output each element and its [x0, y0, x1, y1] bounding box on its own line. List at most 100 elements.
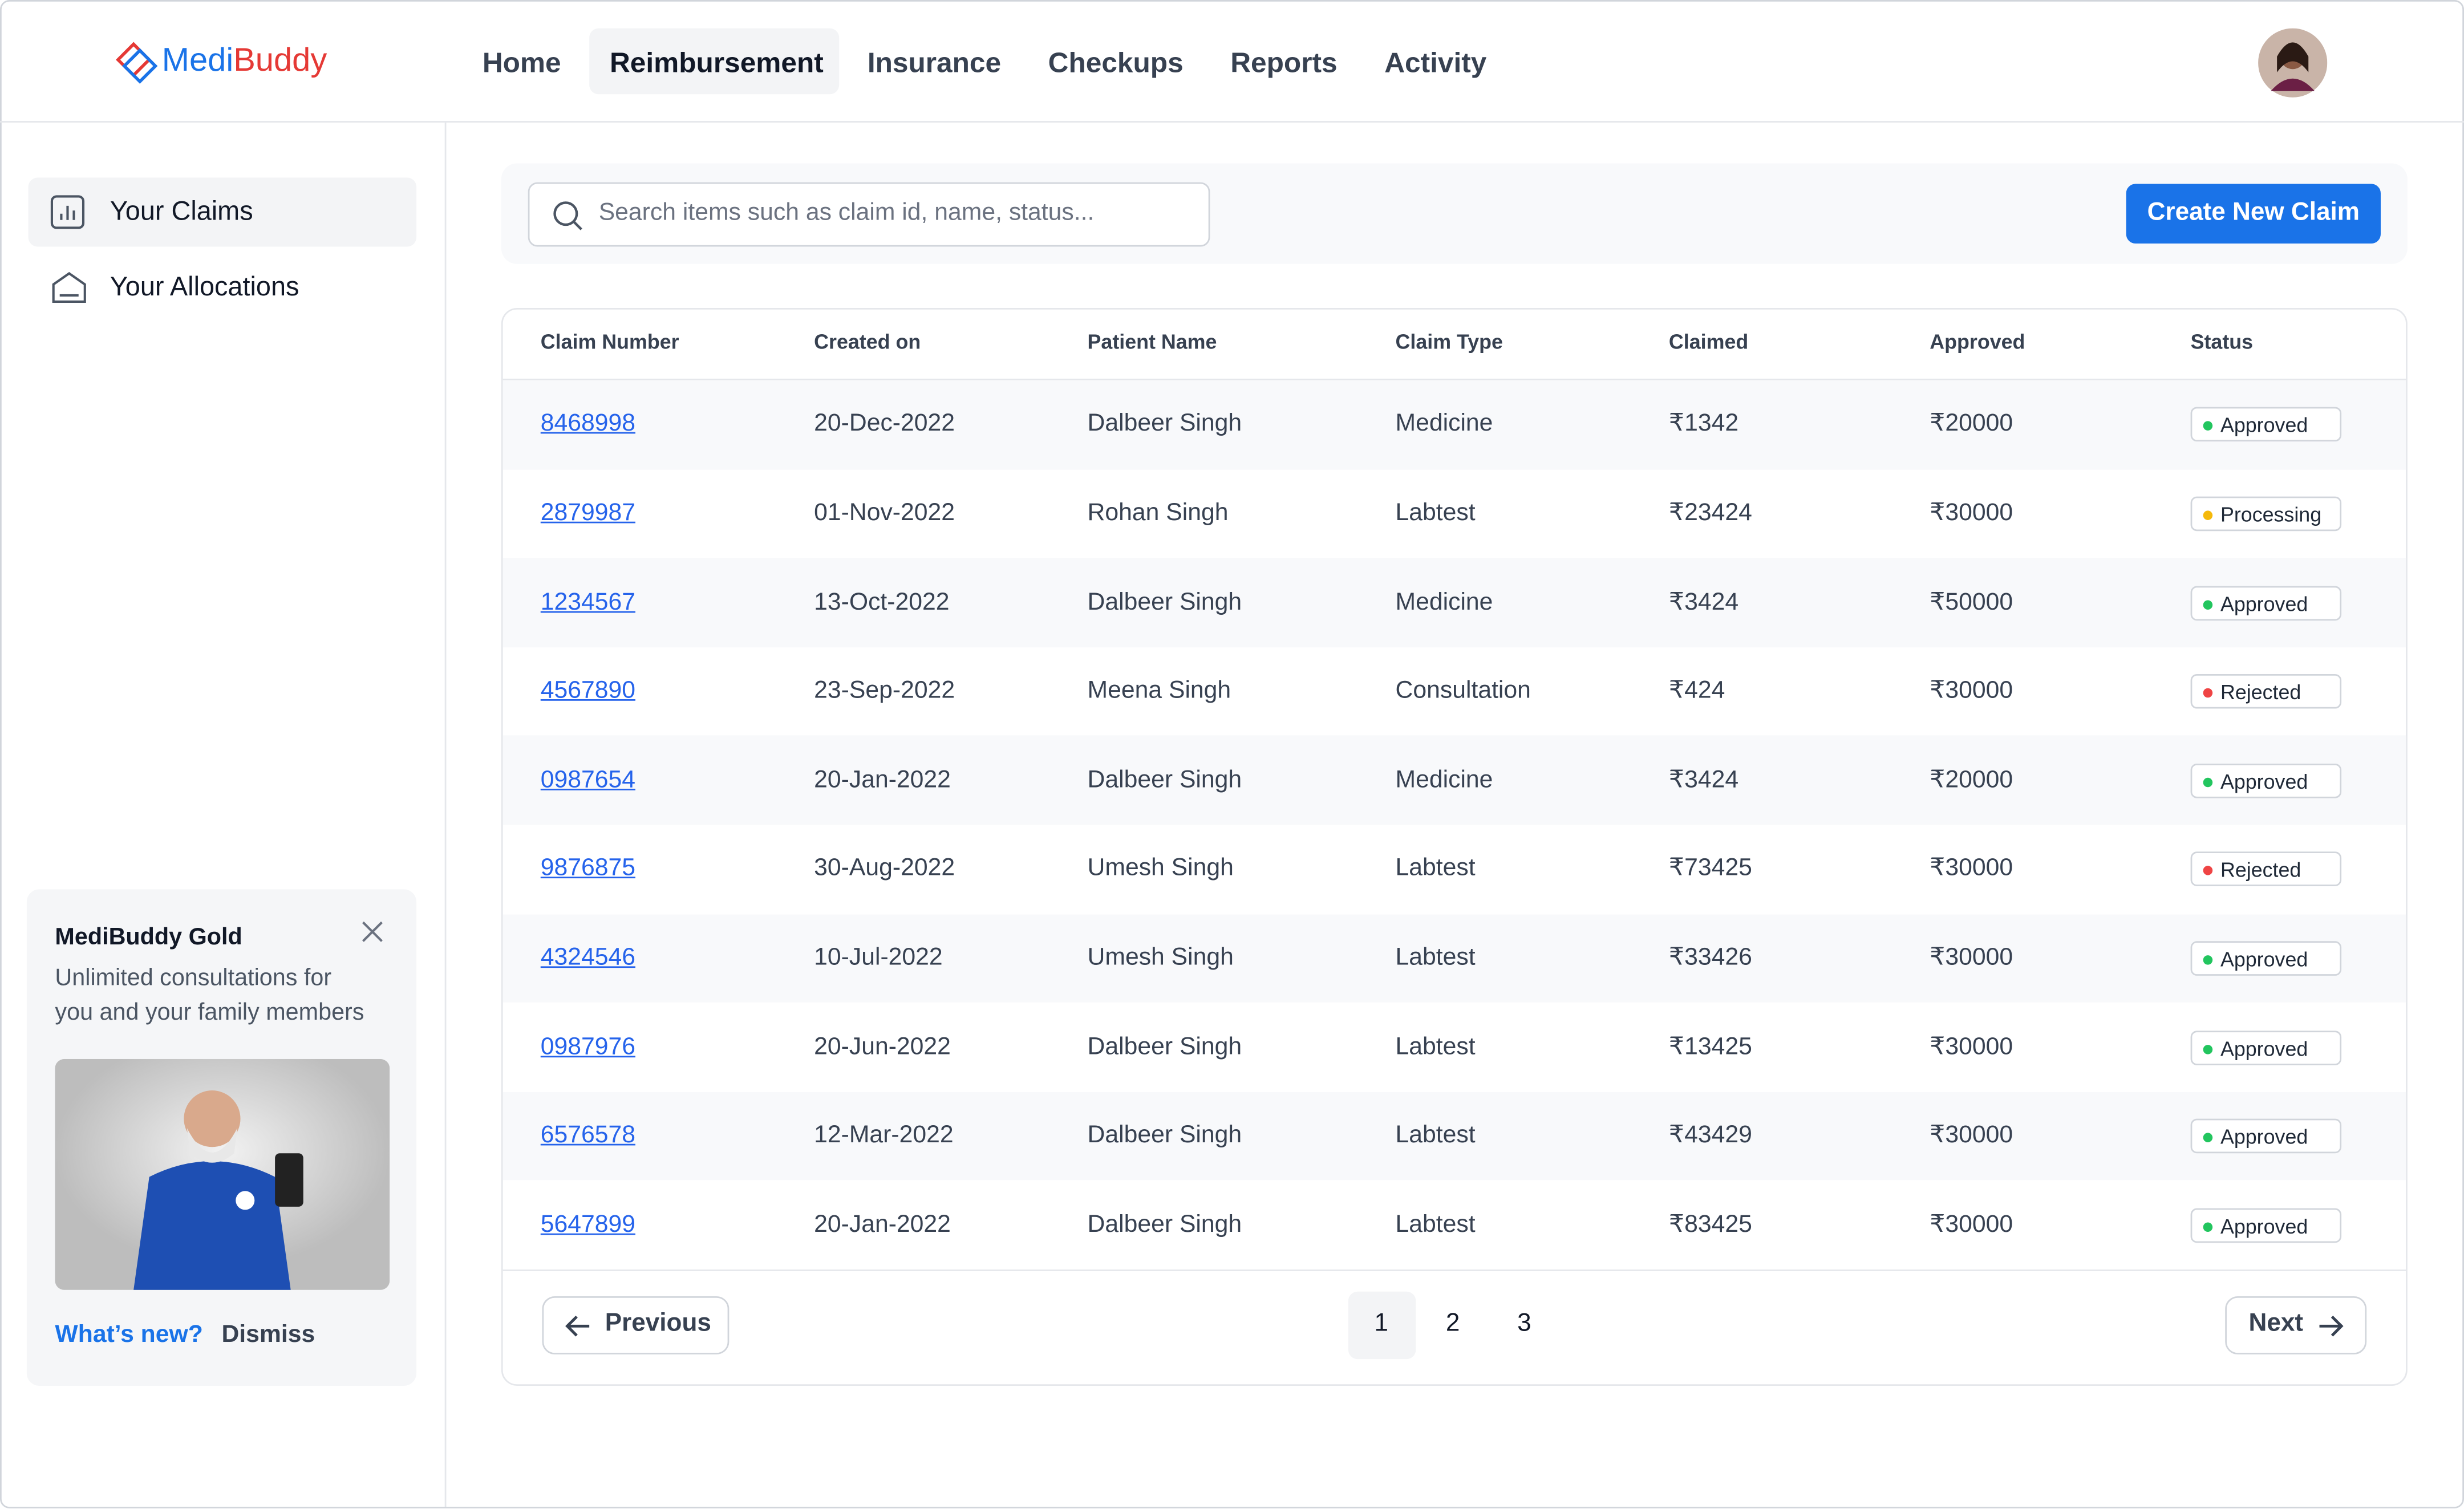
- row-bg: [502, 380, 2406, 469]
- page-number[interactable]: 1: [1374, 1310, 1389, 1337]
- cell: 23-Sep-2022: [814, 677, 955, 704]
- claim-link[interactable]: 5647899: [540, 1211, 636, 1238]
- promo-dismiss[interactable]: Dismiss: [221, 1321, 315, 1348]
- nav-item[interactable]: Reimbursement: [609, 47, 824, 79]
- cell: Labtest: [1395, 1122, 1476, 1149]
- nav-active: [589, 28, 840, 95]
- row-bg: [502, 914, 2406, 1003]
- previous-label: Previous: [605, 1310, 711, 1337]
- nav-item[interactable]: Checkups: [1048, 47, 1184, 79]
- row-bg: [502, 736, 2406, 825]
- nav-item[interactable]: Activity: [1384, 47, 1487, 79]
- status-dot: [2203, 1133, 2213, 1143]
- cell: ₹13425: [1668, 1033, 1752, 1060]
- status-badge: Approved: [2190, 1207, 2342, 1243]
- next-button[interactable]: [2225, 1296, 2367, 1354]
- claim-link[interactable]: 4567890: [540, 677, 636, 704]
- column-header: Created on: [814, 330, 921, 354]
- cell: Dalbeer Singh: [1087, 766, 1242, 793]
- cell: Meena Singh: [1087, 677, 1231, 704]
- column-header: Claim Number: [540, 330, 679, 354]
- status-dot: [2203, 1044, 2213, 1054]
- cell: ₹33426: [1668, 944, 1752, 971]
- cell: ₹30000: [1930, 1033, 2013, 1060]
- cell: ₹3424: [1668, 588, 1739, 615]
- cell: ₹30000: [1930, 1211, 2013, 1238]
- cell: ₹30000: [1930, 944, 2013, 971]
- logo-icon: [116, 42, 158, 84]
- cell: Umesh Singh: [1087, 944, 1234, 971]
- cell: Labtest: [1395, 499, 1476, 526]
- cell: Umesh Singh: [1087, 855, 1234, 882]
- status-badge: Approved: [2190, 585, 2342, 620]
- claim-link[interactable]: 4324546: [540, 944, 636, 971]
- logo-text[interactable]: MediBuddy: [162, 42, 327, 80]
- cell: ₹30000: [1930, 1122, 2013, 1149]
- avatar[interactable]: [2258, 28, 2328, 98]
- status-dot: [2203, 688, 2213, 698]
- cell: ₹424: [1668, 677, 1725, 704]
- status-dot: [2203, 866, 2213, 876]
- close-icon[interactable]: [360, 919, 385, 944]
- status-dot: [2203, 777, 2213, 787]
- sidebar-item[interactable]: Your Claims: [110, 196, 253, 226]
- status-dot: [2203, 510, 2213, 520]
- search-icon: [553, 201, 582, 230]
- cell: ₹30000: [1930, 499, 2013, 526]
- cell: Rohan Singh: [1087, 499, 1229, 526]
- search-placeholder: Search items such as claim id, name, sta…: [598, 199, 1095, 226]
- page-number[interactable]: 3: [1517, 1310, 1531, 1337]
- cell: Dalbeer Singh: [1087, 1033, 1242, 1060]
- row-bg: [502, 1092, 2406, 1181]
- nav-item[interactable]: Reports: [1230, 47, 1338, 79]
- promo-text: you and your family members: [55, 999, 364, 1027]
- status-badge: Approved: [2190, 407, 2342, 443]
- status-badge: Rejected: [2190, 674, 2342, 709]
- promo-link[interactable]: What’s new?: [55, 1321, 203, 1348]
- claim-link[interactable]: 8468998: [540, 410, 636, 437]
- page-active: [1348, 1291, 1416, 1360]
- cell: ₹30000: [1930, 677, 2013, 704]
- arrow-right: [2319, 1316, 2344, 1337]
- table-footer-divider: [502, 1269, 2406, 1271]
- claim-link[interactable]: 2879987: [540, 499, 636, 526]
- claim-link[interactable]: 9876875: [540, 855, 636, 882]
- column-header: Patient Name: [1087, 330, 1217, 354]
- cell: Labtest: [1395, 1211, 1476, 1238]
- cell: 20-Jan-2022: [814, 766, 951, 793]
- create-claim-button[interactable]: Create New Claim: [2126, 184, 2381, 244]
- status-badge: Approved: [2190, 1118, 2342, 1154]
- promo-image: [55, 1058, 390, 1290]
- arrow-left: [565, 1316, 590, 1337]
- claim-link[interactable]: 6576578: [540, 1122, 636, 1149]
- page-number[interactable]: 2: [1445, 1310, 1460, 1337]
- logo-part: Buddy: [233, 42, 327, 79]
- claim-link[interactable]: 0987976: [540, 1033, 636, 1060]
- status-dot: [2203, 599, 2213, 609]
- promo-title: MediBuddy Gold: [55, 923, 242, 951]
- claim-link[interactable]: 0987654: [540, 766, 636, 793]
- cell: 20-Dec-2022: [814, 410, 955, 437]
- search-input[interactable]: [528, 182, 1210, 247]
- cell: Dalbeer Singh: [1087, 588, 1242, 615]
- cell: ₹20000: [1930, 766, 2013, 793]
- cell: Labtest: [1395, 855, 1476, 882]
- claim-link[interactable]: 1234567: [540, 588, 636, 615]
- cell: 01-Nov-2022: [814, 499, 955, 526]
- status-badge: Approved: [2190, 1029, 2342, 1065]
- cell: 10-Jul-2022: [814, 944, 943, 971]
- promo-text: Unlimited consultations for: [55, 964, 332, 992]
- nav-item[interactable]: Insurance: [867, 47, 1002, 79]
- header-divider: [0, 121, 2464, 123]
- sidebar-item[interactable]: Your Allocations: [110, 271, 299, 302]
- allocations-icon: [52, 271, 86, 303]
- cell: ₹83425: [1668, 1211, 1752, 1238]
- cell: Labtest: [1395, 944, 1476, 971]
- cell: Consultation: [1395, 677, 1531, 704]
- nav-item[interactable]: Home: [482, 47, 561, 79]
- column-header: Status: [2190, 330, 2254, 354]
- cell: 20-Jan-2022: [814, 1211, 951, 1238]
- sidebar-divider: [444, 122, 447, 1507]
- cell: Medicine: [1395, 766, 1493, 793]
- cell: 30-Aug-2022: [814, 855, 955, 882]
